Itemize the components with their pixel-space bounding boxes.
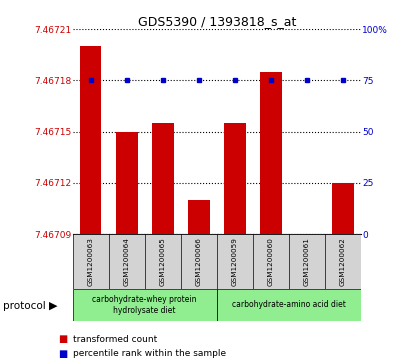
Text: GSM1200059: GSM1200059 xyxy=(232,237,238,286)
Text: GSM1200065: GSM1200065 xyxy=(160,237,166,286)
Text: percentile rank within the sample: percentile rank within the sample xyxy=(73,350,226,358)
Bar xyxy=(224,123,246,234)
Text: ■: ■ xyxy=(58,334,67,344)
Bar xyxy=(188,200,210,234)
Text: ▶: ▶ xyxy=(49,301,57,311)
Bar xyxy=(217,289,361,321)
Text: carbohydrate-whey protein
hydrolysate diet: carbohydrate-whey protein hydrolysate di… xyxy=(93,295,197,315)
Text: protocol: protocol xyxy=(3,301,46,311)
Text: GSM1200066: GSM1200066 xyxy=(196,237,202,286)
Bar xyxy=(152,123,173,234)
Bar xyxy=(260,72,282,234)
Text: transformed count: transformed count xyxy=(73,335,157,344)
Bar xyxy=(116,131,137,234)
Text: GSM1200063: GSM1200063 xyxy=(88,237,94,286)
Text: GSM1200062: GSM1200062 xyxy=(340,237,346,286)
Bar xyxy=(80,46,101,234)
Text: GSM1200060: GSM1200060 xyxy=(268,237,274,286)
Text: GSM1200061: GSM1200061 xyxy=(304,237,310,286)
Bar xyxy=(332,183,354,234)
Title: GDS5390 / 1393818_s_at: GDS5390 / 1393818_s_at xyxy=(138,15,296,28)
Text: ■: ■ xyxy=(58,349,67,359)
Text: carbohydrate-amino acid diet: carbohydrate-amino acid diet xyxy=(232,301,346,309)
Bar xyxy=(73,289,217,321)
Text: GSM1200064: GSM1200064 xyxy=(124,237,130,286)
